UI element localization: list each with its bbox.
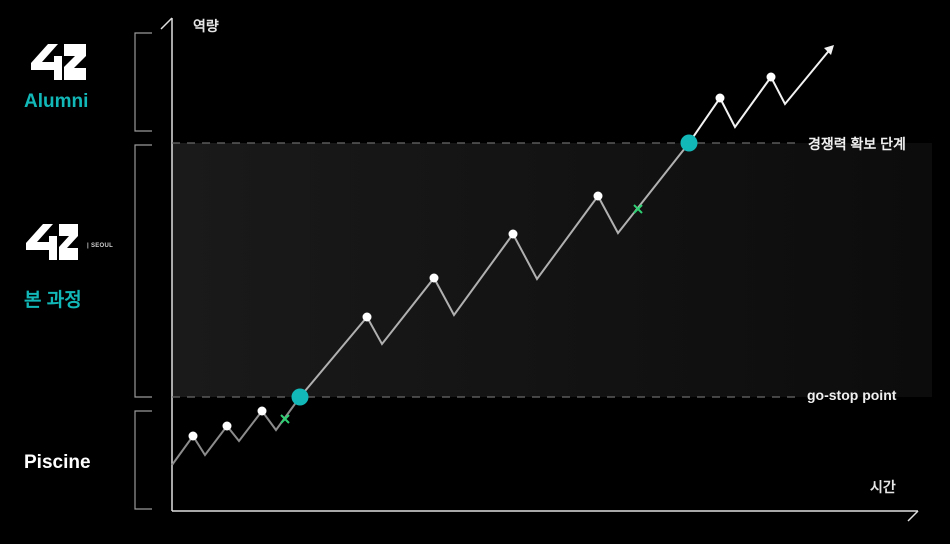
competitiveness-milestone — [680, 134, 698, 152]
main-progress-line — [299, 142, 690, 398]
alumni-label: Alumni — [24, 91, 89, 112]
progress-arrow-head — [824, 45, 834, 55]
piscine-progress-line — [171, 396, 301, 466]
cross-marker — [280, 414, 290, 424]
peak-dot — [593, 191, 603, 201]
alumni-bracket — [134, 32, 152, 132]
piscine-bracket — [134, 410, 152, 510]
seoul-42-logo — [26, 224, 78, 260]
y-axis-label: 역량 — [193, 18, 219, 34]
alumni-42-logo — [31, 44, 86, 80]
seoul-tag: | SEOUL — [87, 243, 114, 249]
peak-dot — [766, 72, 776, 82]
main-course-band — [172, 143, 932, 397]
lower-threshold-label: go-stop point — [807, 387, 897, 403]
peak-dot — [715, 93, 725, 103]
peak-dot — [188, 431, 198, 441]
peak-dot — [257, 406, 267, 416]
alumni-progress-line — [688, 46, 833, 144]
piscine-label: Piscine — [24, 452, 91, 473]
peak-dot — [222, 421, 232, 431]
y-axis-arrow — [160, 17, 173, 30]
peak-dot — [429, 273, 439, 283]
peak-dot — [362, 312, 372, 322]
peak-dot — [508, 229, 518, 239]
x-axis-arrow — [907, 510, 919, 522]
main-course-label: 본 과정 — [24, 290, 82, 311]
upper-threshold-label: 경쟁력 확보 단계 — [808, 136, 906, 152]
cross-marker — [633, 204, 643, 214]
go-stop-milestone — [291, 388, 309, 406]
x-axis-label: 시간 — [870, 479, 896, 495]
main-course-bracket — [134, 144, 152, 398]
